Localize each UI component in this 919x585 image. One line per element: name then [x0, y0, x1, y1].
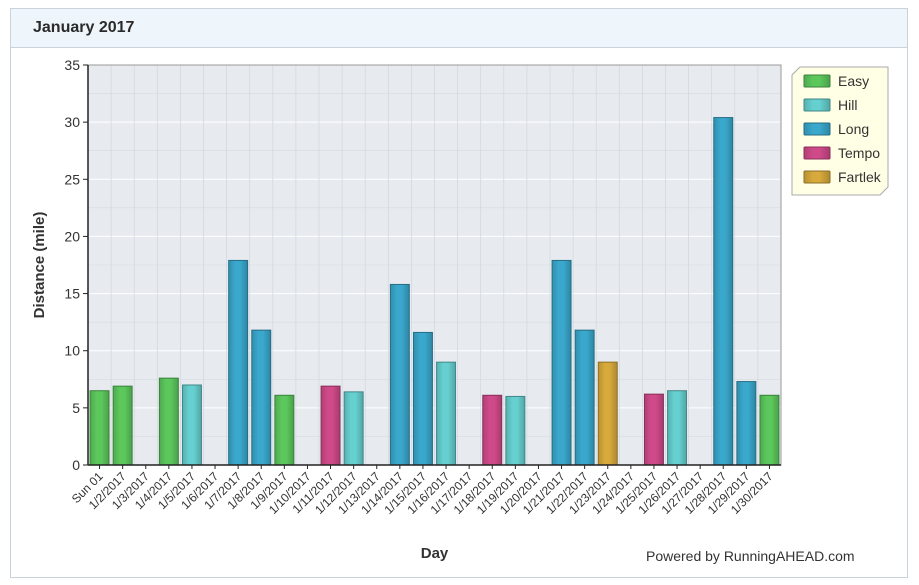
legend-swatch-long	[803, 122, 831, 136]
bar-1/19/2017[interactable]	[505, 395, 526, 466]
y-tick-label: 25	[64, 171, 80, 187]
y-tick-label: 5	[72, 400, 80, 416]
panel-title: January 2017	[33, 19, 135, 36]
legend-swatch-easy	[803, 74, 831, 88]
bar-1/26/2017[interactable]	[667, 390, 688, 466]
bar-1/11/2017[interactable]	[320, 385, 341, 466]
legend-label-hill: Hill	[838, 97, 857, 113]
bar-1/15/2017[interactable]	[412, 331, 433, 466]
y-tick-labels: 0 5 10 15 20 25 30 35	[64, 57, 88, 473]
bar-1/2/2017[interactable]	[112, 385, 133, 466]
panel-header: January 2017	[11, 9, 907, 48]
legend: Easy Hill Long Tempo Fartlek	[791, 66, 889, 196]
bar-1/16/2017[interactable]	[436, 361, 457, 466]
legend-label-tempo: Tempo	[838, 145, 880, 161]
bar-1/8/2017[interactable]	[251, 329, 272, 466]
bars	[89, 117, 780, 466]
bar-Sun 01[interactable]	[89, 390, 110, 466]
legend-swatch-fartlek	[803, 170, 831, 184]
bar-1/21/2017[interactable]	[551, 259, 572, 466]
legend-label-fartlek: Fartlek	[838, 169, 882, 185]
legend-label-easy: Easy	[838, 73, 869, 89]
bar-1/9/2017[interactable]	[274, 394, 295, 466]
x-tick-labels: Sun 011/2/20171/3/20171/4/20171/5/20171/…	[69, 465, 776, 517]
axes	[87, 64, 782, 466]
bar-1/22/2017[interactable]	[574, 329, 595, 466]
legend-label-long: Long	[838, 121, 869, 137]
bar-1/30/2017[interactable]	[759, 394, 780, 466]
y-tick-label: 20	[64, 228, 80, 244]
x-axis-label: Day	[421, 545, 449, 562]
bar-1/5/2017[interactable]	[181, 384, 202, 466]
legend-swatch-tempo	[803, 146, 831, 160]
y-tick-label: 30	[64, 114, 80, 130]
bar-1/23/2017[interactable]	[597, 361, 618, 466]
y-tick-label: 10	[64, 343, 80, 359]
legend-swatch-hill	[803, 98, 831, 112]
bar-1/25/2017[interactable]	[643, 393, 664, 466]
y-tick-label: 0	[72, 457, 80, 473]
y-tick-label: 15	[64, 286, 80, 302]
bar-1/18/2017[interactable]	[482, 394, 503, 466]
bar-1/14/2017[interactable]	[389, 283, 410, 466]
y-tick-label: 35	[64, 57, 80, 73]
powered-by-text: Powered by RunningAHEAD.com	[646, 548, 855, 564]
bar-1/29/2017[interactable]	[736, 381, 757, 466]
bar-1/12/2017[interactable]	[343, 391, 364, 466]
bar-1/28/2017[interactable]	[713, 117, 734, 466]
y-axis-label: Distance (mile)	[31, 212, 48, 319]
bar-1/4/2017[interactable]	[158, 377, 179, 466]
bar-1/7/2017[interactable]	[228, 259, 249, 466]
